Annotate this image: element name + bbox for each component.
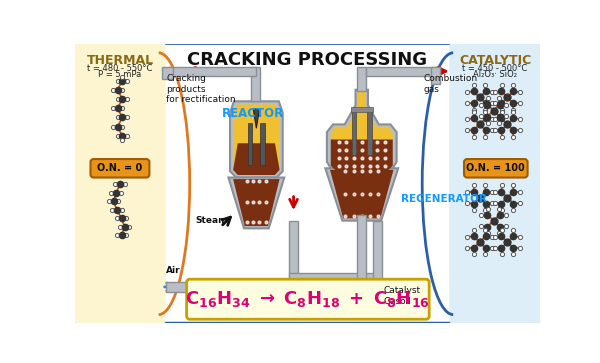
FancyBboxPatch shape (260, 123, 265, 165)
FancyBboxPatch shape (352, 109, 356, 155)
Polygon shape (331, 92, 393, 139)
Bar (357, 215, 367, 282)
Text: THERMAL: THERMAL (86, 54, 154, 68)
Text: Combustion
gas: Combustion gas (424, 74, 478, 94)
FancyBboxPatch shape (91, 159, 149, 178)
Bar (251, 67, 260, 101)
Text: CATALYTIC: CATALYTIC (459, 54, 531, 68)
Bar (357, 67, 367, 91)
FancyBboxPatch shape (367, 109, 372, 155)
Text: REACTOR: REACTOR (222, 107, 284, 121)
Text: P = 5 mPa: P = 5 mPa (98, 70, 142, 79)
Polygon shape (325, 168, 398, 221)
Polygon shape (331, 139, 393, 171)
Polygon shape (327, 90, 397, 168)
FancyBboxPatch shape (248, 123, 253, 165)
Bar (162, 67, 173, 79)
Bar (373, 221, 382, 282)
Text: Steam: Steam (195, 216, 227, 225)
Text: $\mathbf{C_{16}H_{34}\ \rightarrow\ C_8H_{18}\ +\ C_8H_{16}}$: $\mathbf{C_{16}H_{34}\ \rightarrow\ C_8H… (185, 289, 430, 309)
Polygon shape (229, 178, 284, 228)
FancyBboxPatch shape (74, 43, 541, 324)
Text: REGENERATOR: REGENERATOR (401, 194, 487, 204)
Text: Air: Air (166, 266, 181, 274)
Bar (289, 273, 376, 282)
FancyBboxPatch shape (449, 43, 541, 324)
Text: t = 480 - 550°C: t = 480 - 550°C (87, 64, 152, 73)
Bar (289, 221, 298, 282)
FancyBboxPatch shape (187, 279, 429, 319)
Bar (166, 282, 298, 291)
Text: O.N. = 0: O.N. = 0 (97, 163, 143, 173)
Polygon shape (233, 143, 280, 175)
Text: O.N. = 100: O.N. = 100 (466, 163, 525, 173)
Polygon shape (253, 109, 259, 128)
Bar (168, 67, 256, 76)
Text: CRACKING PROCESSING: CRACKING PROCESSING (187, 51, 428, 69)
Text: Al₂O₃· SiO₂: Al₂O₃· SiO₂ (473, 70, 517, 79)
Bar (431, 67, 440, 83)
Polygon shape (233, 179, 280, 226)
Polygon shape (233, 105, 280, 175)
Text: Cracking
products
for rectification: Cracking products for rectification (166, 74, 236, 104)
FancyBboxPatch shape (74, 43, 166, 324)
FancyBboxPatch shape (464, 159, 527, 178)
Text: t = 450 - 500°C: t = 450 - 500°C (463, 64, 527, 73)
Polygon shape (230, 101, 283, 178)
Text: Catalyst
Gasoil: Catalyst Gasoil (383, 286, 421, 306)
FancyBboxPatch shape (351, 107, 373, 112)
Polygon shape (330, 170, 394, 219)
Bar (367, 67, 440, 76)
